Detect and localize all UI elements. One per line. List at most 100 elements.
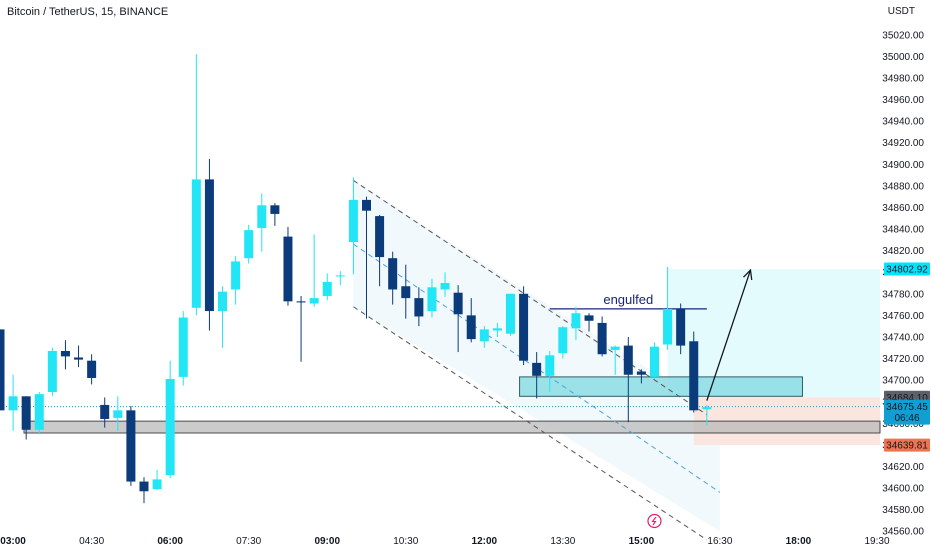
- time-tick-label: 06:00: [157, 536, 183, 547]
- candle-body: [218, 291, 228, 312]
- stop-price-badge: 34639.81: [886, 441, 928, 452]
- candles-layer: [0, 54, 712, 504]
- candle-body: [597, 322, 607, 355]
- candle-body: [296, 301, 306, 303]
- candle-body: [571, 313, 581, 329]
- candle-body: [178, 317, 188, 377]
- candle-body: [689, 341, 699, 411]
- candle-body: [231, 261, 241, 290]
- time-tick-label: 09:00: [314, 536, 340, 547]
- candle-body: [505, 293, 515, 334]
- candle-body: [283, 236, 293, 302]
- candle-body: [74, 357, 84, 360]
- time-tick-label: 12:00: [472, 536, 498, 547]
- candle-body: [584, 315, 594, 321]
- candle-body: [348, 199, 358, 242]
- price-tick-label: 34900.00: [882, 160, 924, 171]
- candle-body: [0, 329, 5, 411]
- candle-body: [34, 394, 44, 430]
- time-tick-label: 10:30: [393, 536, 418, 547]
- countdown-label: 06:46: [894, 413, 919, 424]
- candle-body: [649, 346, 659, 377]
- stop-price-badge-bg: [884, 438, 930, 452]
- candle-body: [453, 292, 463, 315]
- time-tick-label: 15:00: [629, 536, 655, 547]
- time-tick-label: 03:00: [0, 536, 26, 547]
- price-tick-label: 34960.00: [882, 95, 924, 106]
- candle-body: [702, 407, 712, 410]
- candle-body: [479, 329, 489, 342]
- order-block-zone: [519, 376, 803, 397]
- target-price-badge-bg: [884, 262, 930, 276]
- target-price-badge: 34802.92: [886, 265, 928, 276]
- candle-body: [335, 275, 345, 277]
- currency-label: USDT: [888, 6, 915, 17]
- arrow-head: [743, 268, 753, 281]
- candle-body: [309, 298, 319, 304]
- candle-body: [139, 481, 149, 492]
- channel-mid-line: [353, 243, 721, 493]
- candle-body: [100, 404, 110, 419]
- price-tick-label: 34560.00: [882, 527, 924, 538]
- candle-body: [21, 396, 31, 430]
- candle-body: [113, 410, 123, 418]
- zone-layer: [23, 180, 881, 532]
- price-tick-label: 34940.00: [882, 117, 924, 128]
- candle-body: [466, 315, 476, 340]
- target-zone: [667, 269, 880, 398]
- candle-body: [440, 283, 450, 290]
- candle-body: [47, 350, 57, 392]
- current-price-badge: 34675.45: [886, 402, 928, 413]
- interval-value: 15: [100, 6, 114, 18]
- candle-body: [270, 205, 280, 214]
- time-axis: 03:00 04:30 06:00 07:30 09:00 10:30 12:00 13:30…: [0, 536, 890, 547]
- candle-body: [257, 205, 267, 228]
- price-tick-label: 34860.00: [882, 203, 924, 214]
- candle-body: [623, 345, 633, 375]
- time-tick-label: 18:00: [786, 536, 812, 547]
- candle-body: [388, 258, 398, 290]
- candle-body: [87, 360, 97, 378]
- lightning-bolt: [651, 516, 657, 526]
- exchange-name: BINANCE: [119, 6, 169, 18]
- candle-body: [610, 346, 620, 350]
- projection-arrow: [706, 269, 752, 401]
- candle-body: [204, 179, 214, 312]
- candle-body: [126, 410, 136, 482]
- price-tick-label: 34840.00: [882, 225, 924, 236]
- candle-body: [165, 379, 175, 476]
- price-tick-label: 34820.00: [882, 246, 924, 257]
- symbol-name: Bitcoin / TetherUS: [7, 6, 95, 18]
- candle-body: [636, 371, 646, 375]
- candle-body: [322, 281, 332, 296]
- candle-body: [414, 298, 424, 317]
- engulfed-label: engulfed: [603, 292, 653, 307]
- candle-body: [663, 308, 673, 345]
- price-axis: USDT34560.0034580.0034600.0034620.003464…: [882, 6, 930, 538]
- candle-body: [244, 230, 254, 259]
- candle-body: [519, 293, 529, 361]
- price-tick-label: 34720.00: [882, 354, 924, 365]
- candle-body: [427, 287, 437, 312]
- channel-upper-line: [353, 180, 708, 416]
- candle-body: [375, 216, 385, 258]
- time-tick-label: 07:30: [236, 536, 261, 547]
- candle-body: [532, 362, 542, 376]
- price-tick-label: 34580.00: [882, 505, 924, 516]
- candle-body: [401, 286, 411, 299]
- chart-title: Bitcoin / TetherUS, 15, BINANCE: [7, 6, 169, 18]
- candle-body: [558, 327, 568, 354]
- candle-body: [152, 479, 162, 490]
- time-tick-label: 16:30: [707, 536, 732, 547]
- channel-lower-line: [353, 306, 708, 541]
- current-price-badge-bg: [884, 399, 930, 425]
- candle-body: [492, 328, 502, 331]
- level-price-badge: 34684.10: [886, 393, 928, 404]
- price-tick-label: 34600.00: [882, 484, 924, 495]
- time-tick-label: 04:30: [79, 536, 104, 547]
- price-tick-label: 34620.00: [882, 462, 924, 473]
- price-tick-label: 34780.00: [882, 289, 924, 300]
- candle-body: [362, 199, 372, 211]
- price-tick-label: 35000.00: [882, 52, 924, 63]
